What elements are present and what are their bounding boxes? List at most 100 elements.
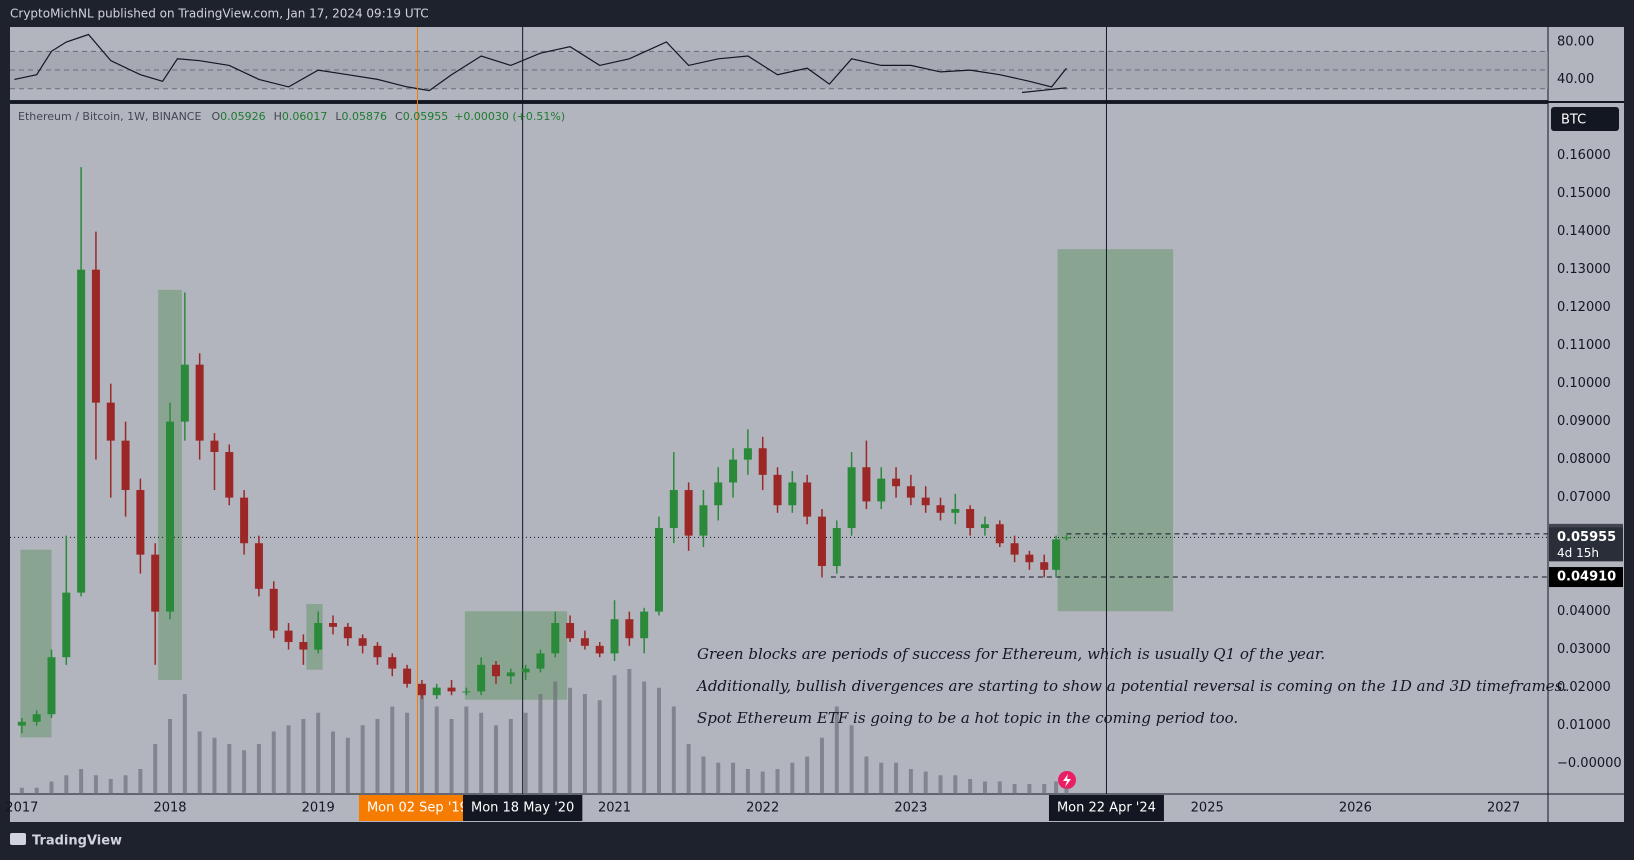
volume-bar [449,719,454,794]
y-tick-label: 0.12000 [1557,300,1611,315]
candle-body [1062,537,1071,539]
y-tick-label: 0.07000 [1557,490,1611,505]
brand: TradingView [32,834,122,849]
volume-bar [405,712,410,794]
volume-bar [997,781,1002,794]
candle-body [862,467,871,502]
volume-bar [390,706,395,794]
volume-bar [464,706,469,794]
volume-bar [568,687,573,794]
date-label: Mon 18 May '20 [471,801,574,816]
volume-bar [790,762,795,794]
volume-bar [716,762,721,794]
candle-body [314,623,323,650]
candle-body [373,645,382,658]
x-tick-label: 2017 [5,801,38,816]
candle-body [743,448,752,460]
candle-body [32,714,41,722]
volume-bar [34,787,39,794]
volume-bar [849,725,854,794]
candle-body [195,364,204,441]
volume-bar [316,712,321,794]
ohlc-key: L [335,110,342,123]
candle-body [284,630,293,643]
volume-bar [968,779,973,794]
candle-body [240,497,249,544]
candle-body [254,543,263,589]
candle-body [699,505,708,536]
volume-bar [1027,784,1032,794]
volume-bar [49,781,54,794]
candle-body [803,482,812,517]
symbol: Ethereum / Bitcoin, 1W, BINANCE [18,110,201,123]
volume-bar [419,694,424,794]
change: +0.00030 (+0.51%) [454,110,565,123]
volume-bar [79,769,84,794]
volume-bar [331,731,336,794]
volume-bar [138,769,143,794]
y-tick-label: 0.15000 [1557,186,1611,201]
candle-body [17,721,26,726]
x-tick-label: 2021 [598,801,631,816]
volume-bar [1054,781,1059,794]
y-tick-label: 0.16000 [1557,148,1611,163]
volume-bar [908,769,913,794]
candle-body [62,592,71,658]
rsi-line [14,33,1067,92]
volume-bar [1064,787,1069,794]
candle-body [299,642,308,650]
date-label: Mon 22 Apr '24 [1057,801,1156,816]
price-label-box [1549,567,1623,588]
volume-bar [864,756,869,794]
volume-bar [493,725,498,794]
volume-bar [64,775,69,794]
candle-body [166,421,175,612]
header: CryptoMichNL published on TradingView.co… [10,7,429,21]
candle-body [921,497,930,506]
volume-bar [538,694,543,794]
candle-body [595,645,604,654]
candle-body [729,459,738,483]
volume-bar [212,737,217,794]
volume-bar [508,719,513,794]
candle-body [136,490,145,555]
candle-body [877,478,886,502]
volume-bar [93,775,98,794]
candle-body [995,524,1004,544]
volume-bar [745,769,750,794]
volume-bar [123,775,128,794]
countdown: 4d 15h [1557,546,1599,560]
x-tick-label: 2019 [302,801,335,816]
y-tick-label: 0.10000 [1557,376,1611,391]
price-label-box [1549,527,1623,562]
rsi-tick-label: 40.00 [1557,72,1594,87]
volume-bar [642,681,647,794]
candle-body [47,657,56,715]
price-label: 0.04910 [1557,570,1616,585]
ohlc-value: 0.05876 [342,110,388,123]
candle-body [329,623,338,627]
price-label: 0.05955 [1557,530,1616,545]
candle-body [669,490,678,529]
volume-bar [923,771,928,794]
candle-body [403,668,412,684]
main-pane [10,104,1548,794]
candle-body [521,668,530,673]
volume-bar [301,719,306,794]
candle-body [684,490,693,536]
volume-bar [834,706,839,794]
ohlc-key: O [211,110,220,123]
y-tick-label: 0.08000 [1557,452,1611,467]
volume-bar [523,712,528,794]
volume-bar [805,756,810,794]
y-tick-label: 0.04000 [1557,604,1611,619]
candle-body [580,638,589,646]
volume-bar [656,687,661,794]
annotation: Spot Ethereum ETF is going to be a hot t… [697,709,1238,727]
volume-bar [153,744,158,794]
volume-bar [819,737,824,794]
x-tick-label: 2018 [153,801,186,816]
volume-bar [345,737,350,794]
x-tick-label: 2025 [1191,801,1224,816]
